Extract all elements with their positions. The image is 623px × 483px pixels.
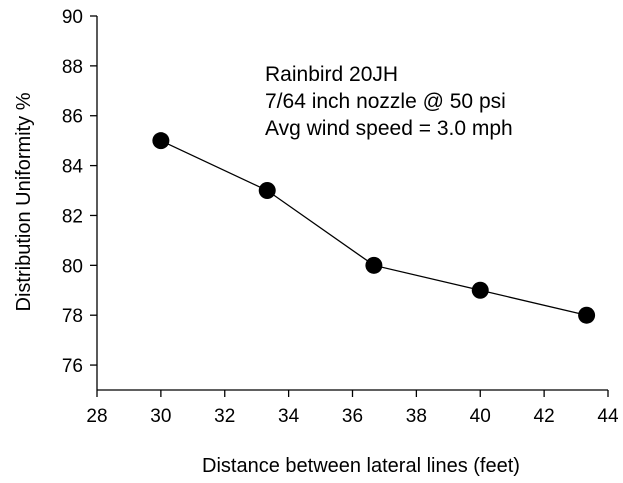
- x-tick-label: 38: [406, 406, 427, 427]
- annotation-line-3: Avg wind speed = 3.0 mph: [265, 117, 513, 140]
- series-line: [160, 140, 587, 316]
- series: [152, 132, 596, 324]
- x-tick-label: 30: [150, 406, 171, 427]
- annotation-line-1: Rainbird 20JH: [265, 63, 398, 86]
- data-point: [258, 182, 276, 200]
- data-point: [471, 281, 489, 299]
- data-point: [578, 306, 596, 324]
- y-tick-label: 90: [62, 7, 83, 28]
- y-tick-label: 82: [62, 206, 83, 227]
- x-tick-label: 44: [597, 406, 619, 427]
- data-point: [365, 256, 383, 274]
- y-axis-title: Distribution Uniformity %: [13, 92, 35, 311]
- y-tick-label: 80: [62, 256, 83, 277]
- data-point: [152, 132, 170, 150]
- annotation-line-2: 7/64 inch nozzle @ 50 psi: [265, 90, 506, 113]
- y-tick-label: 86: [62, 107, 83, 128]
- x-tick-label: 42: [534, 406, 555, 427]
- x-tick-label: 32: [214, 406, 235, 427]
- y-tick-label: 76: [62, 356, 83, 377]
- x-axis-title: Distance between lateral lines (feet): [202, 455, 520, 477]
- y-tick-label: 84: [62, 157, 84, 178]
- x-tick-label: 34: [278, 406, 300, 427]
- x-tick-label: 40: [470, 406, 491, 427]
- y-tick-label: 88: [62, 57, 83, 78]
- x-tick-label: 36: [342, 406, 363, 427]
- ticks: 28 30 32 34 36 38 40 42 44 76 78 80 82 84 86 88 90: [62, 7, 619, 427]
- x-tick-label: 28: [86, 406, 107, 427]
- y-tick-label: 78: [62, 306, 83, 327]
